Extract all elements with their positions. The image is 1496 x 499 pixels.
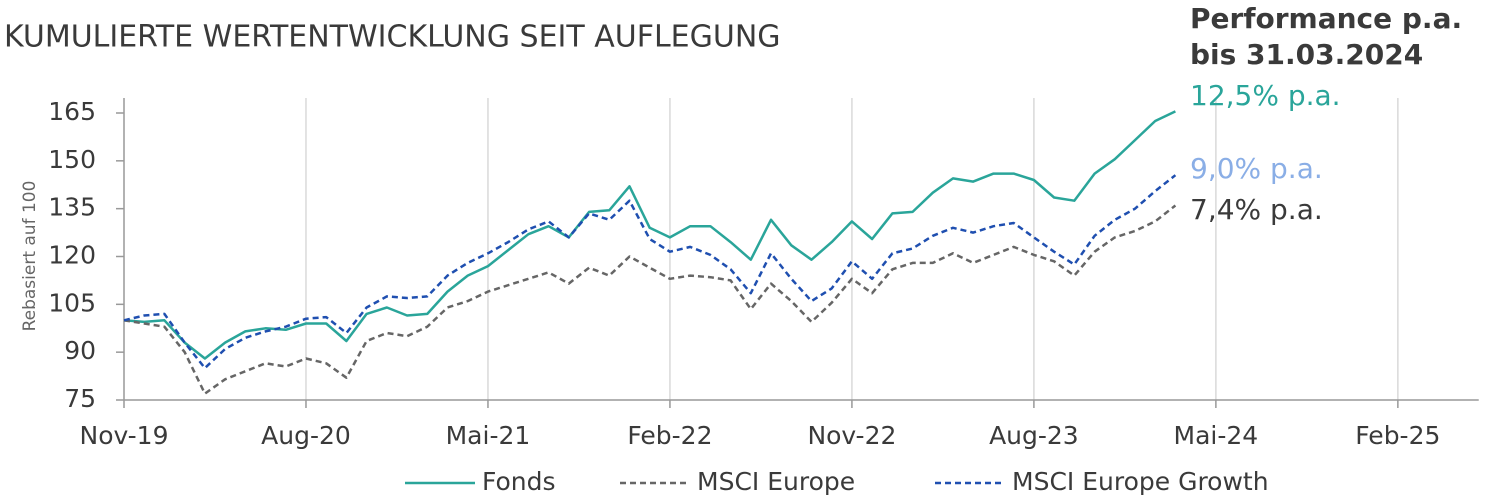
y-tick-label: 75 [64, 384, 96, 413]
annotation: 9,0% p.a. [1190, 152, 1323, 185]
series-line [123, 174, 1177, 370]
annotation: bis 31.03.2024 [1190, 38, 1423, 71]
x-tick-label: Feb-25 [1355, 421, 1440, 450]
chart-title: KUMULIERTE WERTENTWICKLUNG SEIT AUFLEGUN… [4, 20, 781, 55]
y-tick-label: 150 [48, 145, 96, 174]
x-tick-label: Nov-19 [80, 421, 169, 450]
x-tick-label: Aug-23 [989, 421, 1079, 450]
y-tick-label: 120 [48, 241, 96, 270]
y-tick-label: 105 [48, 288, 96, 317]
annotation: Performance p.a. [1190, 2, 1462, 35]
y-axis-label: Rebasiert auf 100 [20, 181, 40, 332]
legend-label: MSCI Europe Growth [1012, 467, 1269, 496]
x-tick-label: Nov-22 [807, 421, 896, 450]
x-tick-label: Feb-22 [627, 421, 712, 450]
series-line [123, 110, 1176, 360]
y-tick-label: 90 [64, 336, 96, 365]
x-tick-label: Mai-21 [446, 421, 531, 450]
series-line [123, 204, 1177, 395]
annotation: 12,5% p.a. [1190, 79, 1341, 112]
x-tick-label: Mai-24 [1174, 421, 1259, 450]
legend-label: Fonds [482, 467, 556, 496]
y-tick-label: 165 [48, 97, 96, 126]
x-tick-label: Aug-20 [261, 421, 351, 450]
y-tick-label: 135 [48, 193, 96, 222]
annotation: 7,4% p.a. [1190, 193, 1323, 226]
legend-label: MSCI Europe [697, 467, 855, 496]
